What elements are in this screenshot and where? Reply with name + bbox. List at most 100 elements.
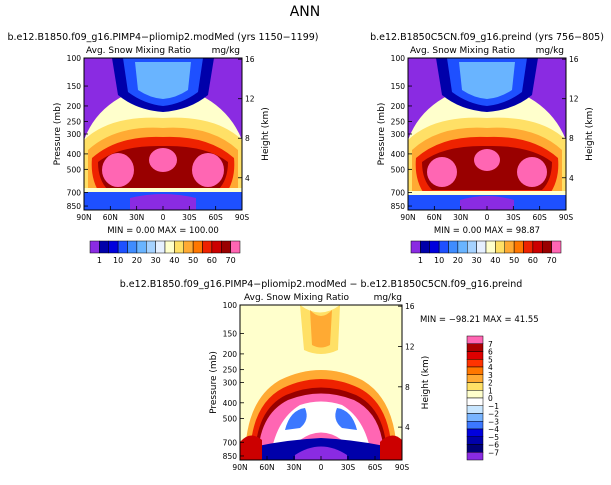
lat-tick-label: 60N — [259, 463, 274, 472]
colorbar-swatch — [542, 240, 552, 254]
colorbar-swatch — [466, 382, 484, 391]
panel-preind: b.e12.B1850C5CN.f09_g16.preind (yrs 756−… — [370, 32, 604, 236]
pressure-tick-label: 100 — [391, 54, 406, 63]
colorbar-label: −3 — [488, 417, 499, 426]
colorbar-swatch — [429, 240, 440, 254]
panel-3-axes: 100 150 200 250 300 400 500 700 850 16 12 8 4 90N 60N 3… — [209, 301, 431, 472]
pressure-tick-label: 700 — [67, 189, 82, 198]
pressure-tick-label: 700 — [391, 189, 406, 198]
colorbar-label: 10 — [113, 256, 123, 265]
colorbar-swatch — [466, 452, 484, 461]
colorbar-label: 70 — [547, 256, 557, 265]
page-title: ANN — [290, 4, 321, 20]
lat-tick-label: 0 — [485, 213, 490, 222]
panel-2-case-title: b.e12.B1850C5CN.f09_g16.preind (yrs 756−… — [370, 32, 604, 43]
colorbar-swatch — [466, 374, 484, 383]
colorbar-label: 40 — [490, 256, 500, 265]
lat-tick-label: 30N — [286, 463, 301, 472]
colorbar-swatch — [221, 240, 231, 254]
colorbar-swatch — [89, 240, 100, 254]
height-axis-label: Height (km) — [585, 107, 595, 161]
height-tick-label: 4 — [405, 423, 410, 432]
colorbar-label: 1 — [418, 256, 423, 265]
colorbar-swatch — [466, 343, 484, 352]
colorbar-swatch — [466, 351, 484, 360]
height-axis-label: Height (km) — [421, 356, 431, 410]
colorbar-swatch — [495, 240, 505, 254]
pressure-tick-label: 850 — [391, 202, 406, 211]
lat-tick-label: 60S — [533, 213, 548, 222]
colorbar-label: 2 — [488, 379, 493, 388]
colorbar-swatch — [448, 240, 459, 254]
pressure-tick-label: 700 — [223, 438, 238, 447]
lat-tick-label: 60N — [103, 213, 118, 222]
pressure-tick-label: 150 — [391, 82, 406, 91]
pressure-tick-label: 400 — [223, 399, 238, 408]
lat-tick-label: 0 — [161, 213, 166, 222]
colorbar-swatch — [523, 240, 534, 254]
pressure-tick-label: 500 — [67, 165, 82, 174]
colorbar-swatch — [211, 240, 222, 254]
panel-3-stats: MIN = −98.21 MAX = 41.55 — [420, 315, 539, 325]
colorbar-swatch — [504, 240, 515, 254]
colorbar-label: −1 — [488, 402, 499, 411]
pressure-tick-label: 850 — [223, 452, 238, 461]
pressure-tick-label: 250 — [223, 366, 238, 375]
panel-pliomip2: b.e12.B1850.f09_g16.PIMP4−pliomip2.modMe… — [7, 32, 318, 236]
lat-tick-label: 30N — [129, 213, 144, 222]
colorbar-swatch — [466, 390, 484, 399]
height-tick-label: 16 — [245, 55, 255, 64]
colorbar-swatch — [513, 240, 524, 254]
height-tick-label: 8 — [245, 134, 250, 143]
pressure-tick-label: 200 — [391, 102, 406, 111]
panel-3-variable: Avg. Snow Mixing Ratio — [244, 293, 350, 303]
colorbar-label: 0 — [488, 394, 493, 403]
panel-2-variable: Avg. Snow Mixing Ratio — [410, 46, 516, 56]
height-axis-label: Height (km) — [261, 107, 271, 161]
colorbar-swatch — [164, 240, 175, 254]
pressure-tick-label: 400 — [391, 150, 406, 159]
colorbar-swatch — [466, 421, 484, 430]
panel-1-case-title: b.e12.B1850.f09_g16.PIMP4−pliomip2.modMe… — [7, 32, 318, 43]
height-tick-label: 16 — [569, 55, 579, 64]
panel-1-axes: 100 150 200 250 300 400 500 700 850 16 12 8 4 90N 60N 3… — [53, 54, 271, 222]
colorbar-swatch — [202, 240, 213, 254]
panel-difference: b.e12.B1850.f09_g16.PIMP4−pliomip2.modMe… — [120, 279, 539, 472]
colorbar-label: 60 — [207, 256, 217, 265]
colorbar-label: 5 — [488, 355, 493, 364]
colorbar-swatch — [99, 240, 109, 254]
colorbar-label: 60 — [528, 256, 538, 265]
height-tick-label: 16 — [405, 302, 415, 311]
height-tick-label: 12 — [569, 95, 579, 104]
colorbar-swatch — [476, 240, 487, 254]
pressure-tick-label: 850 — [67, 202, 82, 211]
colorbar-label: −2 — [488, 410, 499, 419]
panel-1-units: mg/kg — [212, 46, 240, 56]
colorbar-swatch — [230, 240, 241, 254]
colorbar-label: 20 — [132, 256, 142, 265]
colorbar-label: 50 — [509, 256, 519, 265]
pressure-tick-label: 200 — [223, 350, 238, 359]
panel-1-field — [84, 58, 242, 210]
colorbar-swatch — [466, 413, 484, 422]
colorbar-label: 30 — [472, 256, 482, 265]
colorbar-label: −6 — [488, 441, 499, 450]
lat-tick-label: 90S — [395, 463, 410, 472]
pressure-tick-label: 250 — [67, 117, 82, 126]
colorbar-label: 3 — [488, 371, 493, 380]
panel-3-field — [240, 305, 402, 460]
colorbar-label: 4 — [488, 363, 493, 372]
pressure-tick-label: 400 — [67, 150, 82, 159]
colorbar-swatch — [457, 240, 468, 254]
colorbar-swatch — [466, 359, 484, 368]
height-tick-label: 4 — [245, 174, 250, 183]
lat-tick-label: 30S — [341, 463, 356, 472]
colorbar-swatch — [466, 397, 484, 406]
colorbar-swatch — [466, 366, 484, 375]
colorbar-label: −7 — [488, 448, 499, 457]
colorbar-swatch — [155, 240, 166, 254]
colorbar-swatch — [467, 240, 477, 254]
pressure-tick-label: 150 — [67, 82, 82, 91]
panel-2-colorbar: 1 10 20 30 40 50 60 70 — [410, 240, 562, 265]
pressure-tick-label: 100 — [223, 301, 238, 310]
